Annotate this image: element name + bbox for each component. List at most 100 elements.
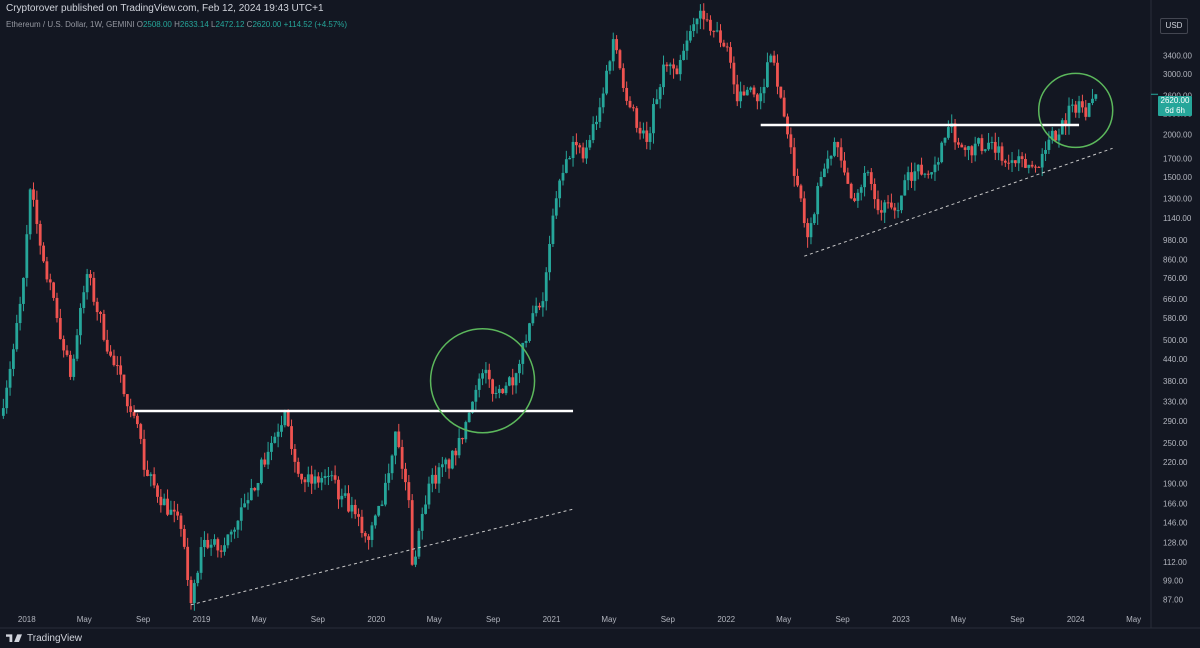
candle-body — [1070, 104, 1074, 106]
candle-body — [668, 64, 672, 67]
candle-body — [337, 479, 340, 500]
candle-body — [843, 160, 846, 173]
candle-body — [896, 210, 900, 212]
candle-body — [1000, 146, 1004, 161]
candle-body — [698, 10, 702, 19]
candle-body — [1044, 149, 1047, 154]
candle-body — [380, 504, 384, 506]
candle-body — [588, 140, 592, 148]
candle-body — [712, 30, 716, 32]
candle-body — [846, 172, 850, 184]
candle-body — [223, 545, 226, 552]
candle-body — [1087, 103, 1091, 117]
candle-body — [437, 467, 441, 484]
candle-body — [1, 408, 5, 416]
candle-body — [528, 323, 531, 341]
candle-body — [873, 183, 877, 200]
candle-body — [983, 149, 987, 151]
price-tick-label: 250.00 — [1163, 439, 1188, 448]
candle-body — [1074, 104, 1078, 113]
candle-body — [239, 507, 243, 521]
candle-body — [182, 528, 186, 547]
candle-body — [176, 511, 180, 516]
tradingview-logo-icon-part — [14, 634, 22, 643]
candle-body — [628, 100, 632, 108]
candle-body — [521, 342, 525, 364]
candle-body — [474, 389, 478, 402]
candle-body — [447, 459, 451, 469]
candle-body — [534, 305, 538, 314]
candle-body — [316, 476, 320, 483]
candle-body — [752, 87, 756, 95]
candle-body — [189, 580, 193, 604]
candle-body — [735, 84, 739, 102]
candle-body — [940, 142, 944, 163]
candle-body — [306, 474, 310, 483]
candle-body — [789, 134, 793, 148]
candle-body — [973, 143, 977, 156]
currency-button[interactable]: USD — [1160, 18, 1188, 34]
candle-body — [8, 368, 12, 388]
price-tick-label: 380.00 — [1163, 377, 1188, 386]
tradingview-logo[interactable]: TradingView — [6, 633, 82, 644]
candle-body — [782, 97, 786, 117]
price-tick-label: 190.00 — [1163, 480, 1188, 489]
candle-body — [957, 142, 960, 145]
candle-body — [541, 301, 545, 308]
candle-body — [655, 99, 659, 105]
candle-body — [1020, 156, 1024, 160]
candle-body — [444, 459, 448, 465]
candle-body — [615, 39, 619, 51]
time-tick-label: Sep — [661, 615, 676, 624]
price-tick-label: 660.00 — [1163, 295, 1188, 304]
candle-body — [1091, 98, 1094, 104]
candle-body — [839, 147, 843, 161]
candle-body — [390, 455, 394, 474]
candle-body — [816, 186, 820, 215]
high-label: H — [174, 20, 180, 29]
change-value: +114.52 (+4.57%) — [283, 20, 348, 29]
candle-body — [199, 547, 203, 573]
annotations-layer — [134, 72, 1158, 606]
price-tick-label: 112.00 — [1163, 558, 1187, 567]
candle-body — [652, 104, 655, 134]
candle-body — [960, 144, 964, 148]
candle-body — [149, 474, 153, 477]
candle-body — [276, 431, 280, 437]
candle-body — [745, 89, 749, 96]
candle-body — [913, 171, 917, 181]
candle-body — [353, 504, 357, 515]
support-trendline — [190, 508, 574, 606]
candle-body — [648, 133, 652, 142]
candle-body — [497, 388, 501, 393]
time-tick-label: Sep — [311, 615, 326, 624]
candle-body — [142, 438, 146, 470]
candle-body — [631, 107, 635, 109]
candle-body — [980, 138, 984, 151]
price-tick-label: 87.00 — [1163, 596, 1184, 605]
candle-body — [635, 108, 639, 128]
candle-body — [859, 187, 863, 193]
candle-body — [92, 277, 96, 302]
candle-body — [906, 172, 910, 181]
candle-body — [1081, 101, 1084, 108]
candle-body — [25, 234, 29, 278]
candle-body — [987, 142, 990, 150]
brand-name: TradingView — [27, 633, 83, 644]
candle-body — [256, 483, 260, 491]
candle-body — [82, 292, 86, 308]
highlight-circle — [429, 328, 536, 434]
time-tick-label: Sep — [835, 615, 850, 624]
support-trendline — [804, 147, 1113, 257]
candle-body — [233, 529, 236, 532]
candle-body — [776, 62, 779, 87]
candle-body — [702, 10, 706, 20]
price-tick-label: 580.00 — [1163, 314, 1188, 323]
candle-body — [283, 410, 287, 426]
candle-body — [259, 459, 263, 484]
candle-body — [404, 468, 407, 483]
open-label: O — [136, 20, 143, 29]
candle-body — [595, 121, 598, 125]
candle-body — [139, 424, 143, 439]
